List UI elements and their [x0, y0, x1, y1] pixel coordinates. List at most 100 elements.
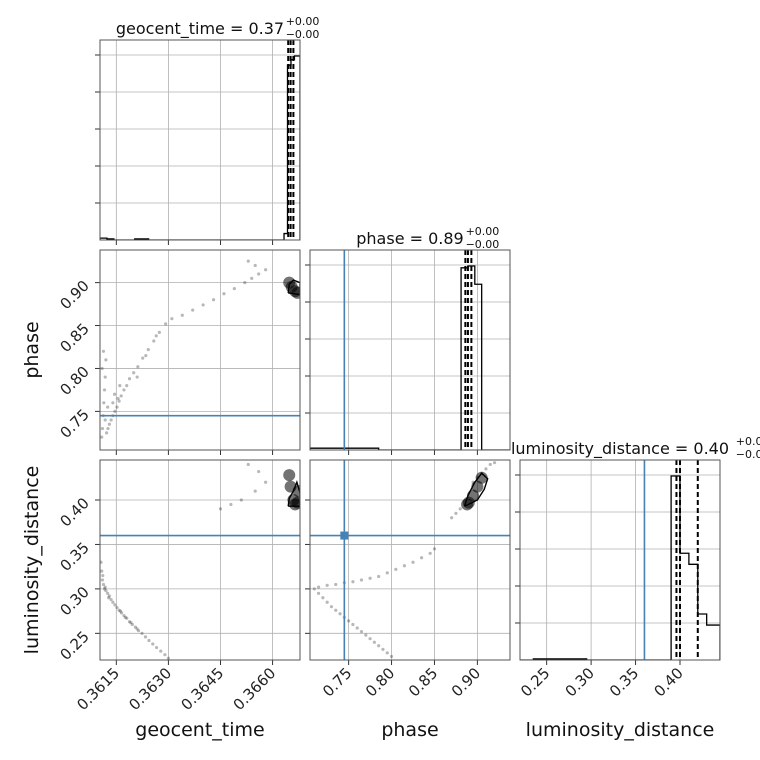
yaxis-label-phase: phase — [21, 321, 43, 378]
xaxis-label-geocent_time: geocent_time — [135, 719, 264, 741]
scatter-phase-vs-geocent_time-point-25 — [152, 339, 156, 343]
xtick-label-geocent_time-3: 0.3660 — [230, 664, 280, 714]
scatter-phase-vs-geocent_time-point-9 — [104, 431, 109, 435]
hist-phase-title-sub: −0.00 — [466, 238, 500, 251]
scatter-luminosity_distance-vs-geocent_time-point-29 — [229, 502, 233, 507]
scatter-phase-vs-geocent_time-point-31 — [201, 303, 205, 307]
scatter-luminosity_distance-vs-geocent_time-point-31 — [253, 489, 257, 493]
scatter-luminosity_distance-vs-geocent_time-point-34 — [246, 462, 250, 467]
scatter-luminosity_distance-vs-geocent_time-point-20 — [140, 631, 144, 635]
scatter-phase-vs-geocent_time-point-40 — [246, 259, 250, 263]
scatter-luminosity_distance-vs-phase-point-41 — [488, 462, 492, 467]
scatter-phase-vs-geocent_time-point-7 — [100, 366, 104, 371]
ytick-label-phase-2: 0.85 — [56, 320, 92, 356]
scatter-phase-vs-geocent_time-point-1 — [100, 426, 105, 431]
scatter-luminosity_distance-vs-geocent_time-point-33 — [257, 469, 261, 474]
scatter-phase-vs-geocent_time-point-45 — [111, 401, 115, 405]
scatter-phase-vs-geocent_time-point-39 — [253, 263, 257, 268]
scatter-luminosity_distance-vs-phase-point-42 — [492, 461, 497, 465]
scatter-phase-vs-geocent_time-core-3 — [283, 276, 296, 289]
scatter-phase-vs-geocent_time-core-2 — [291, 286, 300, 299]
xtick-label-phase-1: 0.80 — [362, 664, 398, 700]
scatter-luminosity_distance-vs-geocent_time-point-4 — [102, 587, 107, 591]
scatter-luminosity_distance-vs-phase-point-9 — [351, 622, 355, 627]
scatter-luminosity_distance-vs-geocent_time-contour — [287, 480, 300, 507]
scatter-phase-vs-geocent_time-point-6 — [104, 358, 108, 362]
scatter-phase-vs-geocent_time-frame — [99, 249, 301, 451]
scatter-luminosity_distance-vs-phase-point-8 — [347, 619, 351, 623]
scatter-luminosity_distance-vs-geocent_time-point-0 — [100, 560, 103, 564]
scatter-luminosity_distance-vs-geocent_time-point-38 — [118, 609, 123, 613]
scatter-luminosity_distance-vs-geocent_time-core-4 — [283, 469, 296, 482]
scatter-luminosity_distance-vs-phase-point-34 — [450, 516, 454, 520]
hist-luminosity_distance-title-sup: +0.02 — [736, 435, 760, 448]
scatter-luminosity_distance-vs-phase-point-36 — [458, 507, 462, 511]
scatter-luminosity_distance-vs-geocent_time-point-32 — [264, 480, 268, 484]
scatter-phase-vs-geocent_time-point-17 — [119, 394, 123, 398]
scatter-phase-vs-geocent_time-point-41 — [112, 392, 117, 396]
scatter-phase-vs-geocent_time-point-19 — [125, 384, 129, 388]
scatter-luminosity_distance-vs-geocent_time-point-30 — [239, 498, 243, 502]
scatter-luminosity_distance-vs-phase-point-30 — [325, 583, 329, 587]
scatter-luminosity_distance-vs-phase-point-32 — [428, 551, 432, 555]
scatter-luminosity_distance-vs-phase-contour — [463, 472, 489, 507]
scatter-luminosity_distance-vs-phase-point-27 — [402, 564, 407, 568]
scatter-phase-vs-geocent_time-point-30 — [191, 308, 195, 312]
scatter-phase-vs-geocent_time-point-15 — [115, 405, 119, 409]
scatter-luminosity_distance-vs-geocent_time-point-27 — [166, 656, 171, 660]
scatter-phase-vs-geocent_time-point-34 — [232, 287, 236, 291]
ytick-label-phase-1: 0.80 — [56, 363, 92, 399]
scatter-luminosity_distance-vs-geocent_time-point-37 — [107, 596, 111, 600]
scatter-phase-vs-geocent_time-point-0 — [100, 435, 104, 439]
hist-geocent_time-title-sub: −0.00 — [286, 28, 320, 41]
scatter-luminosity_distance-vs-phase-point-19 — [334, 582, 338, 587]
scatter-phase-vs-geocent_time-point-8 — [101, 349, 106, 353]
xtick-label-luminosity_distance-0: 0.25 — [517, 664, 553, 700]
scatter-luminosity_distance-vs-geocent_time-point-7 — [107, 594, 111, 598]
ytick-label-luminosity_distance-0: 0.25 — [56, 627, 92, 663]
xaxis-label-luminosity_distance: luminosity_distance — [526, 719, 715, 741]
scatter-luminosity_distance-vs-phase-point-40 — [484, 467, 488, 471]
scatter-luminosity_distance-vs-geocent_time-point-25 — [159, 649, 163, 653]
scatter-luminosity_distance-vs-geocent_time-point-5 — [104, 589, 108, 593]
scatter-phase-vs-geocent_time-point-37 — [257, 272, 261, 276]
ytick-label-phase-3: 0.90 — [56, 277, 92, 313]
scatter-phase-vs-geocent_time-point-36 — [250, 276, 254, 280]
xtick-label-phase-0: 0.75 — [319, 664, 355, 700]
scatter-luminosity_distance-vs-phase-point-6 — [338, 612, 342, 616]
scatter-luminosity_distance-vs-geocent_time-point-1 — [100, 569, 104, 573]
scatter-phase-vs-geocent_time-point-23 — [141, 356, 145, 360]
scatter-luminosity_distance-vs-phase-point-1 — [316, 591, 321, 595]
scatter-phase-vs-geocent_time-point-5 — [103, 375, 107, 379]
scatter-luminosity_distance-vs-geocent_time-point-26 — [163, 653, 167, 657]
scatter-phase-vs-geocent_time-point-32 — [211, 298, 216, 302]
scatter-luminosity_distance-vs-geocent_time-point-3 — [101, 582, 106, 587]
ytick-label-luminosity_distance-1: 0.30 — [56, 583, 92, 619]
scatter-luminosity_distance-vs-geocent_time-point-21 — [143, 635, 148, 639]
scatter-luminosity_distance-vs-geocent_time-point-19 — [136, 629, 141, 633]
hist-geocent_time-frame — [99, 39, 301, 241]
scatter-luminosity_distance-vs-geocent_time-point-13 — [119, 611, 124, 615]
scatter-luminosity_distance-vs-geocent_time-point-36 — [103, 585, 107, 589]
scatter-luminosity_distance-vs-geocent_time-point-15 — [125, 616, 129, 620]
hist-luminosity_distance-outline — [520, 475, 720, 660]
hist-luminosity_distance-frame — [519, 459, 721, 661]
scatter-phase-vs-geocent_time-point-10 — [106, 426, 110, 431]
scatter-phase-vs-geocent_time-point-28 — [170, 317, 174, 321]
scatter-luminosity_distance-vs-geocent_time-point-2 — [100, 578, 105, 582]
scatter-luminosity_distance-vs-geocent_time-frame — [99, 459, 301, 661]
xtick-label-geocent_time-1: 0.3630 — [125, 664, 175, 714]
scatter-phase-vs-geocent_time-point-43 — [135, 375, 139, 379]
scatter-luminosity_distance-vs-geocent_time-point-39 — [123, 615, 127, 619]
scatter-luminosity_distance-vs-phase-point-5 — [334, 608, 338, 612]
scatter-luminosity_distance-vs-phase-point-16 — [381, 647, 385, 651]
hist-geocent_time-title-sup: +0.00 — [286, 15, 320, 28]
scatter-phase-vs-geocent_time-point-20 — [127, 377, 132, 381]
scatter-luminosity_distance-vs-phase-point-11 — [359, 629, 364, 634]
hist-phase-title-sup: +0.00 — [466, 225, 500, 238]
xtick-label-geocent_time-2: 0.3645 — [177, 664, 227, 714]
scatter-luminosity_distance-vs-phase-frame — [309, 459, 511, 661]
scatter-luminosity_distance-vs-geocent_time-point-6 — [106, 591, 110, 595]
